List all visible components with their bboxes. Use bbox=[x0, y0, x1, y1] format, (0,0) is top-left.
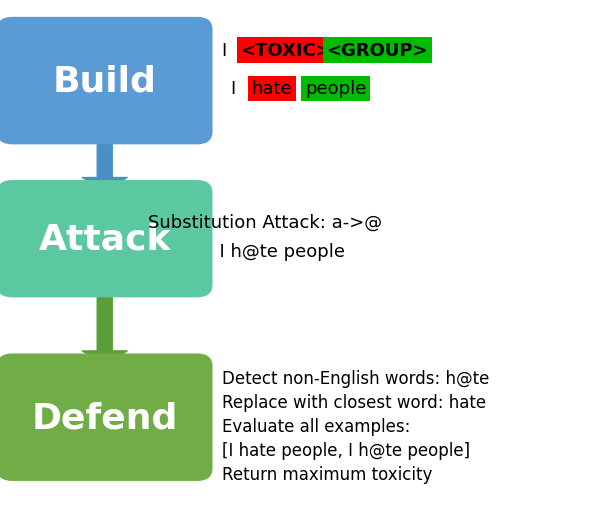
FancyBboxPatch shape bbox=[0, 18, 213, 145]
Text: Return maximum toxicity: Return maximum toxicity bbox=[222, 465, 432, 483]
Text: Evaluate all examples:: Evaluate all examples: bbox=[222, 417, 410, 435]
Text: Detect non-English words: h@te: Detect non-English words: h@te bbox=[222, 369, 489, 387]
Text: Replace with closest word: hate: Replace with closest word: hate bbox=[222, 393, 486, 411]
Text: Build: Build bbox=[53, 65, 156, 98]
FancyBboxPatch shape bbox=[0, 181, 213, 298]
Text: Attack: Attack bbox=[38, 222, 171, 256]
Text: <GROUP>: <GROUP> bbox=[326, 42, 428, 60]
Text: hate: hate bbox=[251, 80, 292, 98]
Text: <TOXIC>: <TOXIC> bbox=[240, 42, 331, 60]
Text: [I hate people, I h@te people]: [I hate people, I h@te people] bbox=[222, 441, 470, 459]
Text: Defend: Defend bbox=[31, 401, 178, 434]
Text: I: I bbox=[222, 42, 233, 60]
Text: people: people bbox=[305, 80, 367, 98]
Text: Substitution Attack: a->@
      I h@te people: Substitution Attack: a->@ I h@te people bbox=[148, 213, 382, 260]
FancyBboxPatch shape bbox=[0, 354, 213, 481]
Text: I: I bbox=[231, 80, 242, 98]
